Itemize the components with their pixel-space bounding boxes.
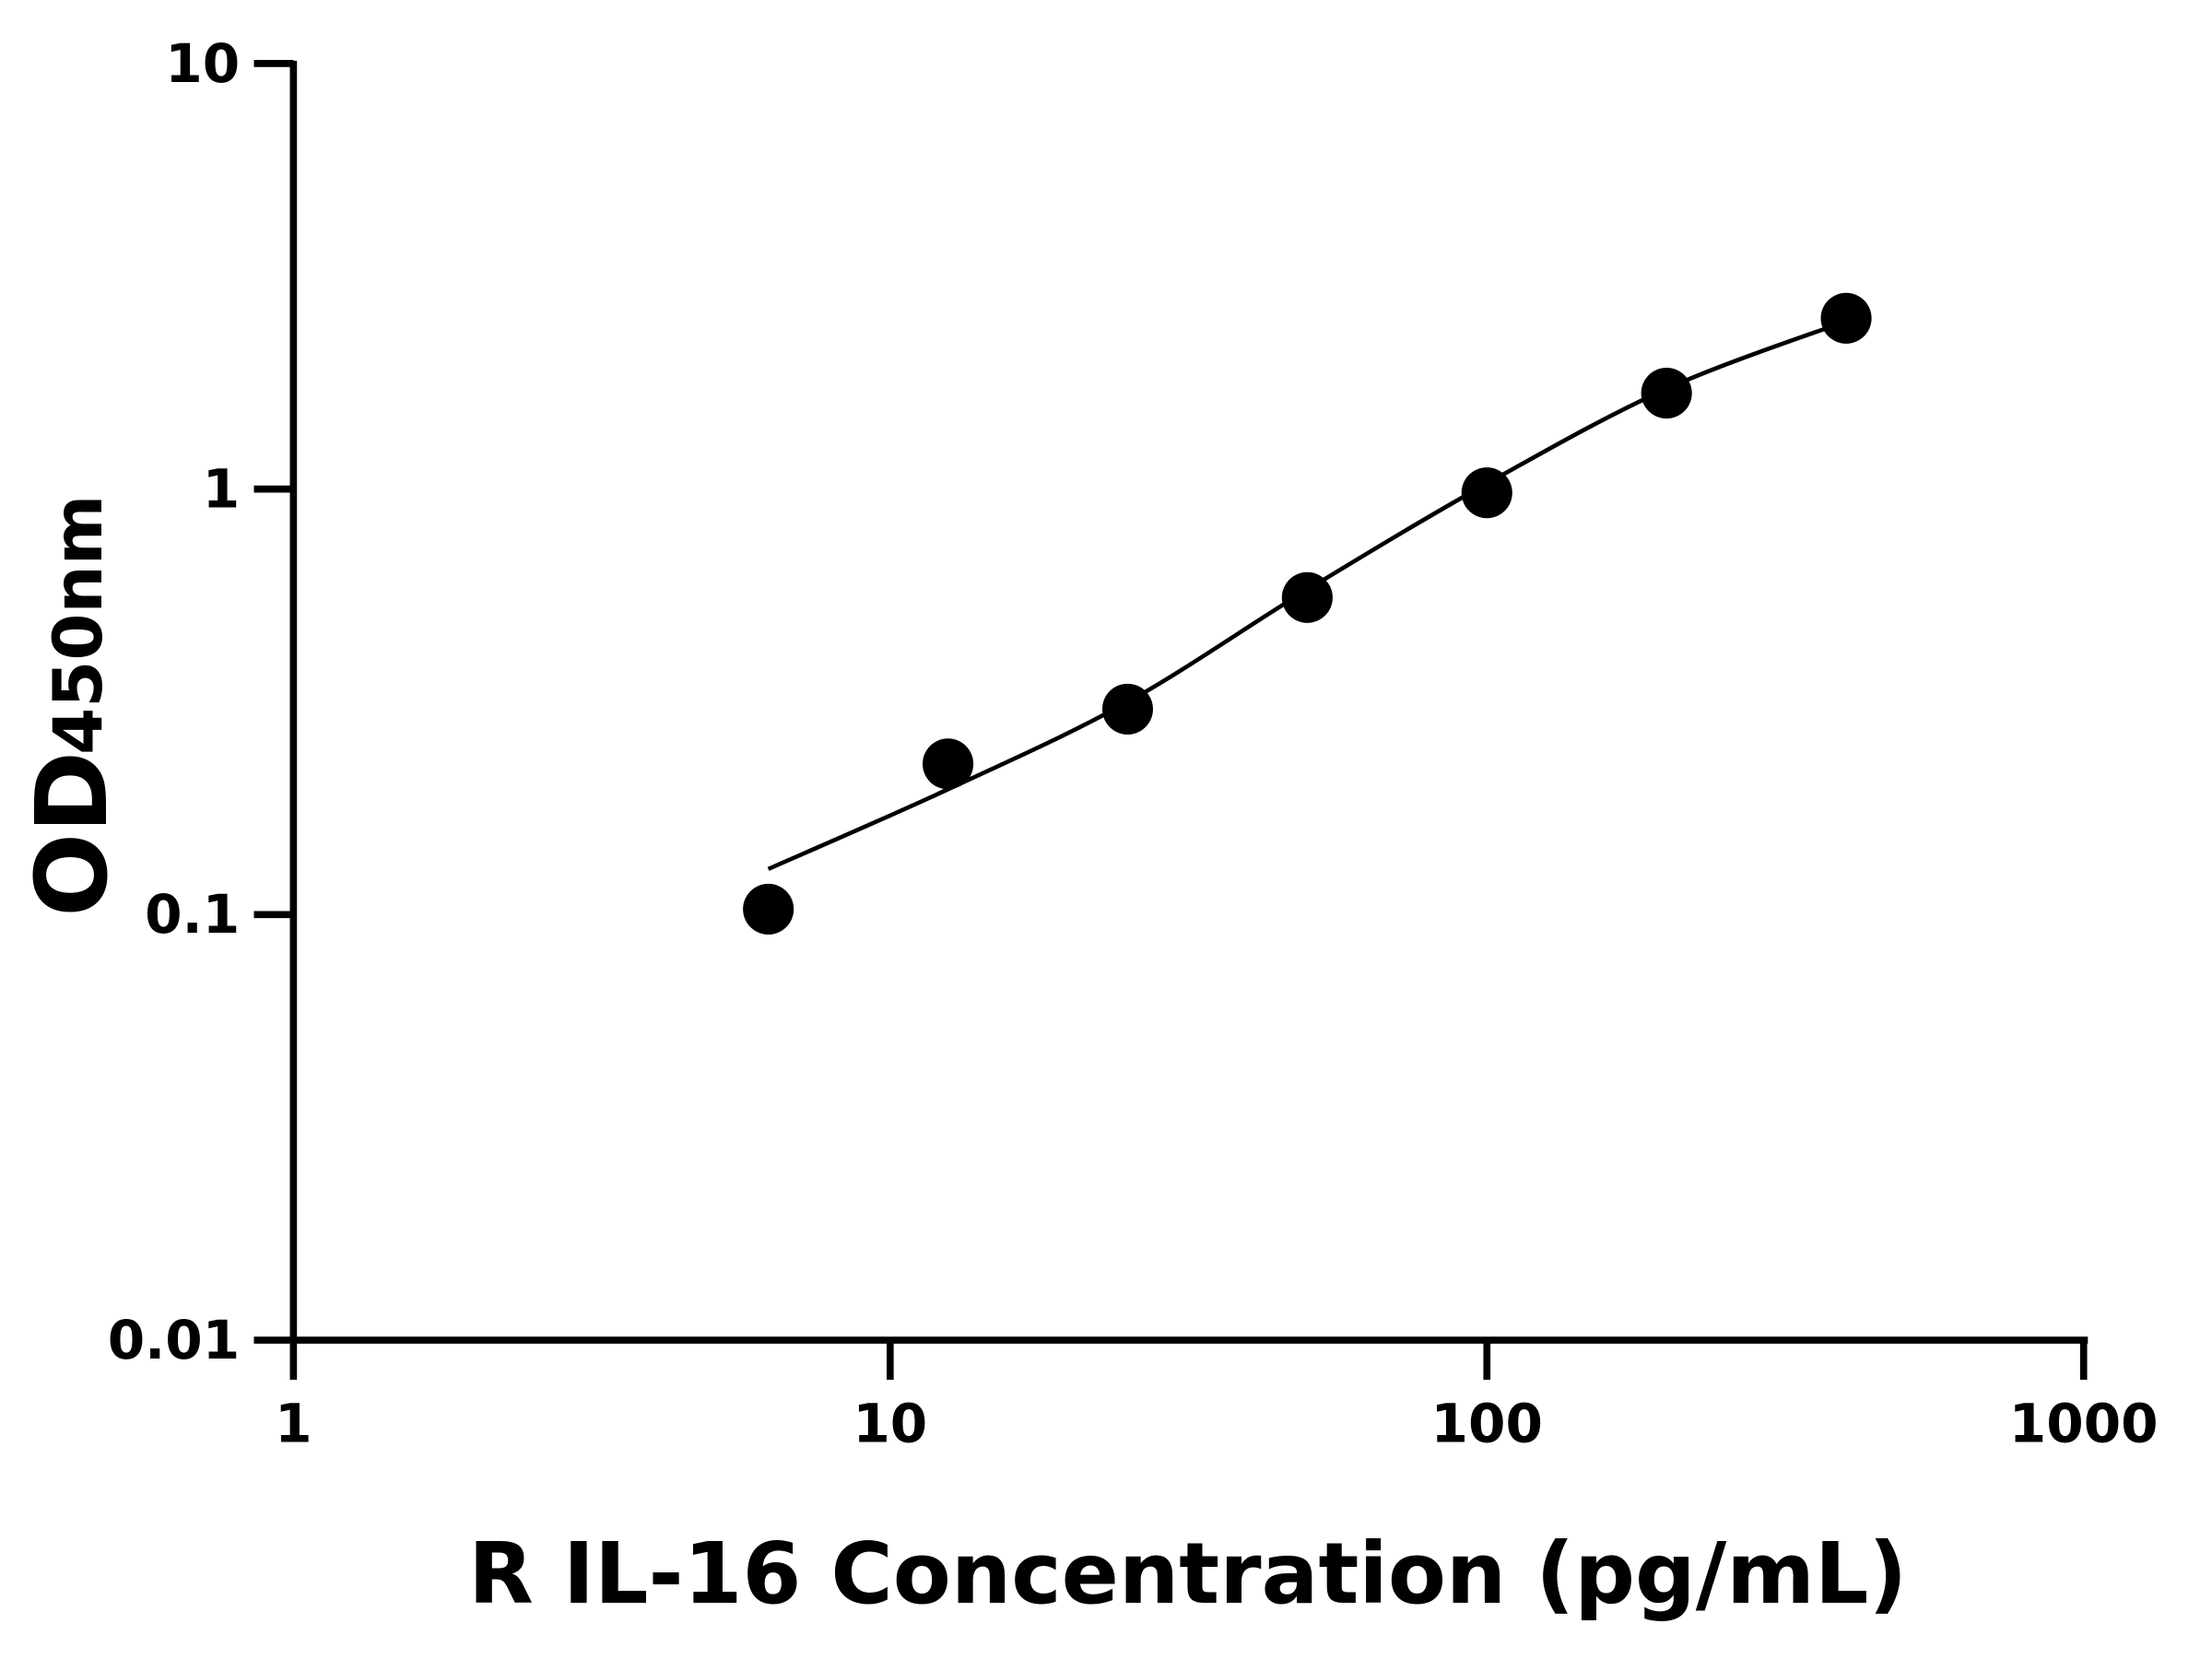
x-tick-label: 1 <box>275 1392 312 1454</box>
data-point <box>1641 368 1692 419</box>
data-points <box>743 292 1872 935</box>
y-tick-label: 10 <box>165 32 240 95</box>
y-tick-label: 0.1 <box>145 883 240 946</box>
y-tick-label: 1 <box>203 458 240 521</box>
y-axis-label-sub: 450nm <box>40 495 118 755</box>
data-point <box>1101 683 1154 735</box>
axes <box>289 60 2088 1344</box>
y-axis-label: OD 450nm <box>16 495 130 917</box>
data-point <box>1281 571 1333 623</box>
x-tick-label: 100 <box>1431 1392 1543 1454</box>
x-tick-label: 10 <box>853 1392 927 1454</box>
y-tick-label: 0.01 <box>108 1309 241 1371</box>
y-ticks: 0.01 0.1 1 10 <box>108 32 294 1371</box>
data-point <box>923 738 974 790</box>
x-tick-label: 1000 <box>2009 1392 2159 1454</box>
data-point <box>743 883 794 935</box>
x-axis-label: R IL-16 Concentration (pg/mL) <box>468 1524 1907 1623</box>
y-axis-label-main: OD <box>16 751 130 917</box>
data-point <box>1820 292 1872 344</box>
x-ticks: 1 10 100 1000 <box>275 1340 2159 1454</box>
data-point <box>1461 467 1512 519</box>
